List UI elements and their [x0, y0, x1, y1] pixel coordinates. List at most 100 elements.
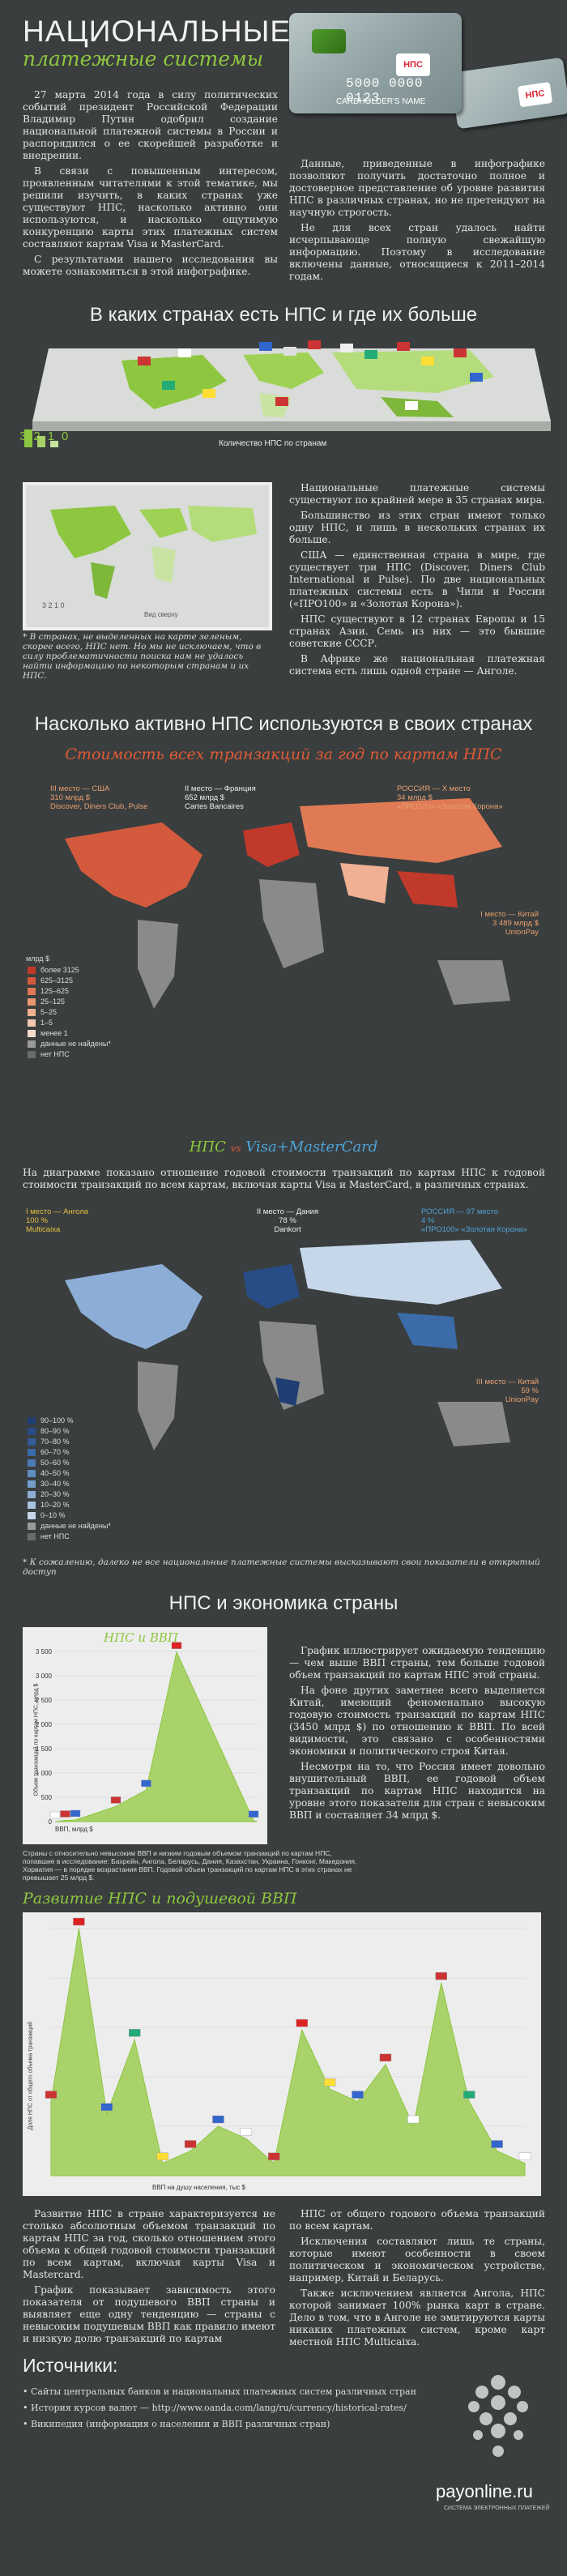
- intro-paragraph: Не для всех стран удалось найти исчерпыв…: [289, 222, 545, 282]
- legend-label: 1–5: [40, 1019, 53, 1027]
- legend-item: 50–60 %: [28, 1459, 70, 1467]
- chart-npc-gdp: НПС и ВВП 0 500 1 000 1 500 2 000 2 500 3 000 3…: [23, 1627, 267, 1844]
- chart1-xlabel: ВВП, млрд $: [55, 1826, 93, 1833]
- legend-swatch: [28, 966, 36, 974]
- scale-number: 2: [33, 429, 40, 443]
- y-tick-label: 3 000: [36, 1672, 53, 1680]
- y-tick-label: 1 000: [36, 1770, 53, 1777]
- bar-scale-icon: [24, 429, 58, 447]
- callout-china-share: III место — Китай 59 % UnionPay: [475, 1378, 539, 1404]
- flag-marker: [141, 1779, 151, 1788]
- legend-item: 90–100 %: [28, 1416, 74, 1425]
- chart1-ylabel: Объем транзакций по картам НПС, млрд $: [33, 1683, 40, 1796]
- paragraph: Развитие НПС в стране характеризуется не…: [23, 2208, 275, 2280]
- paragraph: Большинство из этих стран имеют только о…: [289, 510, 545, 545]
- legend-swatch: [28, 1480, 36, 1488]
- section2-subtitle: Стоимость всех транзакций за год по карт…: [65, 745, 502, 763]
- legend-label: 40–50 %: [40, 1469, 70, 1477]
- y-tick-label: 0: [49, 1818, 53, 1826]
- section3-footnote: * К сожалению, далеко не все национальны…: [23, 1557, 540, 1577]
- source-item: • Сайты центральных банков и национальны…: [23, 2386, 416, 2397]
- flag-marker: [171, 1642, 182, 1649]
- section1-footnote: * В странах, не выделенных на карте зеле…: [23, 632, 262, 681]
- legend-swatch: [28, 1522, 36, 1530]
- legend-item: 40–50 %: [28, 1469, 70, 1477]
- legend-swatch: [28, 1416, 36, 1425]
- legend-swatch: [28, 1050, 36, 1058]
- scale-number: 0: [62, 429, 69, 443]
- legend-item: 70–80 %: [28, 1438, 70, 1446]
- paragraph: Несмотря на то, что Россия имеет довольн…: [289, 1761, 545, 1821]
- intro-left: 27 марта 2014 года в силу политических с…: [23, 89, 278, 281]
- flag-marker: [129, 2029, 141, 2037]
- legend-label: 30–40 %: [40, 1480, 70, 1488]
- legend-item: 1–5: [28, 1019, 53, 1027]
- section4-title: НПС и экономика страны: [168, 1592, 399, 1614]
- legend-swatch: [28, 1459, 36, 1467]
- paragraph: Национальные платежные системы существую…: [289, 482, 545, 506]
- callout-usa: III место — США 310 млрд $ Discover, Din…: [50, 784, 148, 811]
- scale-numbers: 3 2 1 0: [19, 429, 68, 443]
- page-subtitle: платежные системы: [23, 47, 264, 70]
- flag-marker: [463, 2091, 475, 2099]
- callout-russia: РОССИЯ — X место 34 млрд $ «ПРО100» «Зол…: [397, 784, 503, 811]
- chart2-xlabel: ВВП на душу населения, тыс $: [152, 2184, 245, 2191]
- legend-item: 20–30 %: [28, 1490, 70, 1498]
- chart1-note: Страны с относительно невысоким ВВП и ни…: [23, 1849, 357, 1882]
- flag-marker: [60, 1810, 70, 1818]
- section1-text: Национальные платежные системы существую…: [289, 482, 545, 681]
- credit-card-image: 5000 0000 0123 CARDHOLDER'S NAME НПС: [289, 13, 462, 113]
- section4-text: График иллюстрирует ожидаемую тенденцию …: [289, 1645, 545, 1825]
- paragraph: Исключения составляют лишь те страны, ко…: [289, 2236, 545, 2283]
- card-logo-back: НПС: [517, 82, 553, 108]
- mini-map: [23, 482, 272, 630]
- mini-scale: 3 2 1 0: [42, 601, 65, 609]
- legend-label: данные не найдены*: [40, 1522, 111, 1530]
- flag-marker: [73, 1917, 85, 1926]
- y-tick-label: 3 500: [36, 1648, 53, 1655]
- chart1-title: НПС и ВВП: [104, 1630, 178, 1645]
- sources-title: Источники:: [23, 2355, 118, 2376]
- legend-label: нет НПС: [40, 1050, 70, 1058]
- legend-swatch: [28, 1019, 36, 1027]
- legend-label: 90–100 %: [40, 1416, 74, 1425]
- legend-swatch: [28, 976, 36, 985]
- brand-subtitle: СИСТЕМА ЭЛЕКТРОННЫХ ПЛАТЕЖЕЙ: [444, 2506, 550, 2511]
- legend-item: более 3125: [28, 966, 79, 974]
- section2-title: Насколько активно НПС используются в сво…: [34, 713, 533, 735]
- legend-item: 80–90 %: [28, 1427, 70, 1435]
- map-3d-npc-count: [24, 340, 551, 447]
- callout-denmark: II место — Дания 78 % Dankort: [256, 1207, 319, 1234]
- flag-marker: [49, 1811, 61, 1819]
- legend-item: нет НПС: [28, 1050, 70, 1058]
- card-number: 5000 0000 0123: [346, 76, 424, 105]
- legend-unit: млрд $: [26, 955, 49, 963]
- flag-marker: [110, 1796, 122, 1804]
- section3-intro: На диаграмме показано отношение годовой …: [23, 1167, 545, 1190]
- map-npc-share: [65, 1240, 510, 1450]
- area-series: [54, 1651, 258, 1822]
- legend-swatch: [28, 1427, 36, 1435]
- legend-swatch: [28, 1511, 36, 1519]
- chart2-title: Развитие НПС и подушевой ВВП: [23, 1890, 297, 1907]
- y-tick-label: 1 500: [36, 1745, 53, 1753]
- bottom-left-text: Развитие НПС в стране характеризуется не…: [23, 2208, 275, 2348]
- flag-marker: [100, 2103, 113, 2111]
- section3-title: НПС vs Visa+MasterCard: [0, 1138, 567, 1156]
- title-npc: НПС: [189, 1138, 226, 1156]
- paragraph: США — единственная страна в мире, где су…: [289, 549, 545, 609]
- scale-number: 3: [19, 429, 27, 443]
- paragraph: График иллюстрирует ожидаемую тенденцию …: [289, 1645, 545, 1681]
- scale-number: 1: [47, 429, 55, 443]
- card-logo: НПС: [396, 53, 430, 76]
- source-item: • Википедия (информация о населении и ВВ…: [23, 2419, 330, 2429]
- paragraph: НПС существуют в 12 странах Европы и 15 …: [289, 613, 545, 649]
- y-tick-label: 2 000: [36, 1721, 53, 1728]
- legend-label: менее 1: [40, 1029, 68, 1037]
- page-title: НАЦИОНАЛЬНЫЕ: [23, 15, 292, 48]
- y-tick-label: 2 500: [36, 1697, 53, 1704]
- legend-swatch: [28, 998, 36, 1006]
- legend-swatch: [28, 1029, 36, 1037]
- flag-marker: [248, 1810, 259, 1818]
- source-item: • История курсов валют — http://www.oand…: [23, 2403, 407, 2413]
